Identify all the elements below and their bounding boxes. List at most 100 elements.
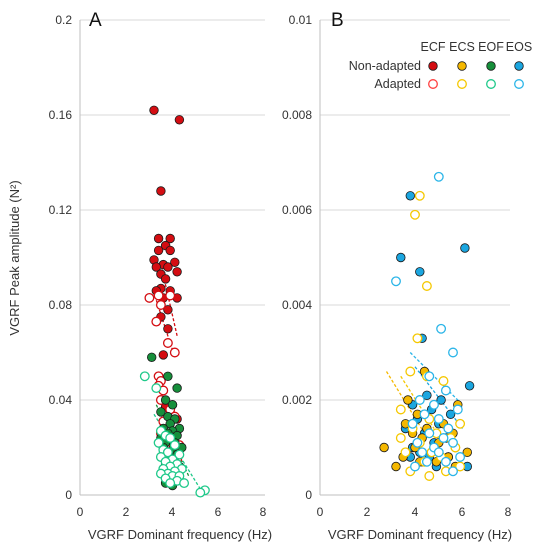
panel-b-point-eos-adapted bbox=[455, 452, 466, 462]
panel-a-point-eof-adapted bbox=[162, 447, 173, 458]
legend-marker-adapted-eof bbox=[486, 79, 496, 89]
panel-b-point-eos-adapted bbox=[440, 385, 451, 396]
panel-b-point-eos-adapted bbox=[448, 347, 458, 358]
panel-b-y-ticks: 0.01 0.008 0.006 0.004 0.002 0 bbox=[282, 13, 312, 502]
panel-a-point-eof-non-adapted bbox=[146, 352, 157, 363]
panel-a-point-eof-non-adapted bbox=[160, 395, 171, 405]
panel-b-point-eos-non-adapted bbox=[445, 409, 456, 420]
panel-a-y-ticks: 0.2 0.16 0.12 0.08 0.04 0 bbox=[49, 13, 73, 502]
panel-b-point-eos-non-adapted bbox=[436, 395, 446, 405]
panel-b-point-eos-adapted bbox=[452, 404, 463, 415]
panel-b-point-ecs-non-adapted bbox=[379, 442, 389, 453]
panel-b-point-ecs-adapted bbox=[410, 209, 420, 220]
panel-b-point-eos-adapted bbox=[421, 456, 432, 467]
panel-b-point-ecs-adapted bbox=[395, 433, 406, 443]
panel-a-point-ecf-adapted bbox=[155, 300, 166, 310]
panel-b-point-eos-non-adapted bbox=[422, 390, 432, 401]
panel-a-x-tick: 0 bbox=[77, 505, 84, 519]
panel-a-point-ecf-non-adapted bbox=[163, 305, 173, 315]
panel-b-x-tick: 6 bbox=[459, 505, 466, 519]
panel-a-point-eof-adapted bbox=[195, 487, 206, 498]
panel-b-point-eos-non-adapted bbox=[460, 243, 470, 253]
panel-a-y-tick: 0.04 bbox=[49, 393, 73, 407]
panel-b-point-eos-adapted bbox=[429, 399, 439, 410]
panel-a-point-eof-adapted bbox=[153, 437, 164, 448]
panel-b-x-ticks: 0 2 4 6 8 bbox=[317, 505, 512, 519]
panel-a-point-ecf-non-adapted bbox=[170, 257, 180, 268]
panel-b-x-axis-title: VGRF Dominant frequency (Hz) bbox=[328, 527, 512, 542]
panel-b-point-eos-adapted bbox=[448, 466, 458, 477]
panel-b-point-eos-adapted bbox=[440, 456, 451, 467]
panel-a-points bbox=[139, 105, 210, 498]
panel-a-point-eof-adapted bbox=[165, 478, 176, 489]
panel-b-point-eos-non-adapted bbox=[396, 252, 406, 263]
panel-a-point-eof-adapted bbox=[139, 371, 150, 382]
panel-a-x-tick: 8 bbox=[260, 505, 267, 519]
panel-b-point-ecs-adapted bbox=[438, 376, 449, 386]
panel-b-point-eos-adapted bbox=[407, 418, 418, 429]
panel-a-point-eof-adapted bbox=[174, 449, 185, 460]
panel-a-x-tick: 6 bbox=[215, 505, 222, 519]
panel-a-point-ecf-adapted bbox=[165, 290, 176, 301]
panel-a-point-ecf-non-adapted bbox=[158, 350, 169, 360]
legend-marker-adapted-eos bbox=[514, 79, 524, 89]
panel-b-point-eos-adapted bbox=[424, 371, 435, 382]
panel-a-point-ecf-adapted bbox=[153, 290, 164, 301]
panel-a-point-eof-non-adapted bbox=[163, 371, 173, 382]
legend-marker-adapted-ecs bbox=[457, 79, 467, 89]
panel-b-point-ecs-non-adapted bbox=[403, 395, 413, 405]
panel-a-point-eof-adapted bbox=[151, 383, 162, 394]
panel-a-x-axis-title: VGRF Dominant frequency (Hz) bbox=[88, 527, 272, 542]
legend-col-eof: EOF bbox=[478, 40, 504, 54]
panel-b-x-tick: 2 bbox=[364, 505, 371, 519]
legend-col-ecs: ECS bbox=[449, 40, 475, 54]
panel-b-point-eos-non-adapted bbox=[464, 381, 475, 391]
legend-marker-adapted-ecf bbox=[428, 79, 438, 89]
panel-a-point-ecf-non-adapted bbox=[172, 267, 182, 277]
panel-a-point-ecf-non-adapted bbox=[165, 233, 175, 244]
panel-b: 0.01 0.008 0.006 0.004 0.002 0 0 2 4 6 8… bbox=[282, 10, 532, 542]
panel-b-y-tick: 0.004 bbox=[282, 298, 312, 312]
panel-b-points bbox=[379, 171, 475, 481]
panel-b-point-eos-adapted bbox=[419, 409, 430, 420]
legend-marker-non-adapted-eof bbox=[486, 61, 496, 71]
panel-b-y-tick: 0 bbox=[305, 488, 312, 502]
panel-a-point-ecf-adapted bbox=[162, 338, 173, 348]
panel-b-point-eos-adapted bbox=[443, 423, 454, 434]
panel-b-y-tick: 0.008 bbox=[282, 108, 312, 122]
panel-a-x-tick: 2 bbox=[123, 505, 130, 519]
legend-marker-non-adapted-ecs bbox=[457, 61, 467, 71]
panel-b-point-ecs-adapted bbox=[424, 471, 435, 481]
panel-a-point-ecf-non-adapted bbox=[151, 262, 162, 272]
legend-col-eos: EOS bbox=[506, 40, 532, 54]
panel-b-point-ecs-adapted bbox=[395, 404, 406, 415]
panel-b-y-tick: 0.006 bbox=[282, 203, 312, 217]
panel-b-point-eos-adapted bbox=[424, 428, 435, 439]
panel-b-point-ecs-non-adapted bbox=[391, 461, 401, 472]
panel-b-point-ecs-adapted bbox=[421, 281, 432, 291]
panel-a-y-tick: 0.12 bbox=[49, 203, 73, 217]
panel-a-point-eof-non-adapted bbox=[167, 400, 178, 410]
panel-b-point-ecs-adapted bbox=[455, 418, 466, 429]
panel-b-x-tick: 4 bbox=[412, 505, 419, 519]
panel-b-label: B bbox=[331, 10, 344, 31]
panel-a-point-ecf-adapted bbox=[169, 347, 180, 358]
panel-b-point-eos-adapted bbox=[410, 461, 420, 472]
panel-b-point-ecs-adapted bbox=[405, 366, 416, 377]
panel-a-x-tick: 4 bbox=[169, 505, 176, 519]
panel-a-point-ecf-non-adapted bbox=[153, 245, 164, 256]
panel-a-point-ecf-non-adapted bbox=[163, 262, 173, 272]
panel-b-x-tick: 8 bbox=[505, 505, 512, 519]
panel-b-point-eos-adapted bbox=[414, 395, 425, 405]
panel-a-point-eof-adapted bbox=[169, 440, 180, 451]
panel-b-point-eos-adapted bbox=[448, 437, 458, 448]
panel-b-point-ecs-non-adapted bbox=[462, 447, 473, 458]
panel-a-point-ecf-adapted bbox=[144, 292, 155, 303]
panel-a-point-eof-non-adapted bbox=[172, 383, 182, 393]
panel-b-point-eos-adapted bbox=[412, 437, 423, 448]
panel-b-point-ecs-adapted bbox=[400, 447, 411, 458]
panel-b-y-tick: 0.01 bbox=[289, 13, 313, 27]
legend: ECF ECS EOF EOS Non-adapted Adapted bbox=[349, 40, 532, 91]
panel-b-point-eos-non-adapted bbox=[405, 191, 416, 201]
